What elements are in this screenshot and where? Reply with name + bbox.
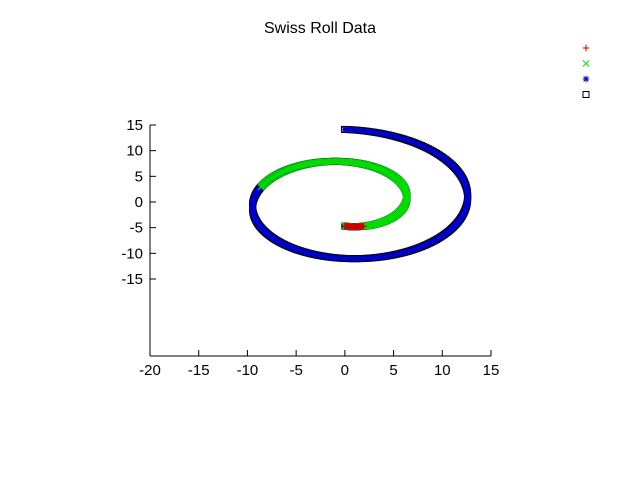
data-point-asterisk [423,144,431,152]
data-point-asterisk [418,142,425,149]
data-point-asterisk [418,243,425,250]
x-tick-label: 5 [389,362,397,379]
data-point-asterisk [294,246,301,254]
y-tick-label: 10 [126,143,143,160]
data-point-asterisk [409,138,416,146]
y-tick-label: 5 [135,168,143,185]
data-point-asterisk [394,134,402,141]
data-point-asterisk [414,140,422,148]
data-point-asterisk [411,246,418,253]
data-point-asterisk [412,140,420,147]
data-point-asterisk [414,244,422,252]
data-point-asterisk [402,248,410,256]
legend-marker-asterisk [582,75,590,83]
data-point-asterisk [281,241,288,248]
data-point-asterisk [422,241,430,248]
data-point-asterisk [295,247,303,254]
data-point-asterisk [341,126,348,133]
data-point-plus [360,223,367,230]
x-ticks: -20 -15 -10 -5 0 5 10 15 [139,350,499,379]
data-point-asterisk [388,132,395,139]
x-tick-label: -5 [289,362,302,379]
data-point-asterisk [408,247,415,254]
data-point-asterisk [426,240,433,247]
data-point-asterisk [405,137,412,144]
data-point-asterisk [288,244,295,251]
data-point-cross [257,183,265,191]
data-point-asterisk [289,245,297,252]
data-point-asterisk [285,243,292,250]
data-point-asterisk [398,135,406,142]
data-point-asterisk [419,242,427,250]
data-point-asterisk [421,242,428,249]
data-point-asterisk [403,136,410,143]
data-point-asterisk [430,148,437,155]
data-point-asterisk [427,146,434,154]
data-point-asterisk [416,244,423,251]
y-tick-label: 15 [126,117,143,134]
data-point-asterisk [407,137,414,145]
x-tick-label: -10 [237,362,259,379]
data-point-asterisk [425,145,432,153]
data-point-asterisk [283,242,291,250]
chart-title: Swiss Roll Data [264,20,376,37]
legend-marker-cross [582,59,590,68]
data-point-asterisk [400,135,408,143]
x-tick-label: 10 [434,362,451,379]
data-point-asterisk [420,143,427,150]
data-point-asterisk [409,246,417,253]
y-tick-label: 0 [135,194,143,211]
legend-marker-square [582,91,590,98]
data-point-asterisk [286,243,294,251]
data-point-asterisk [413,245,420,252]
x-tick-label: 15 [483,362,500,379]
data-point-asterisk [421,144,429,151]
data-point-asterisk [396,134,404,142]
y-tick-label: -15 [121,271,143,288]
data-point-asterisk [428,147,436,154]
y-tick-label: -5 [130,220,143,237]
legend-marker-plus [582,44,590,52]
y-tick-label: -10 [121,245,143,262]
data-point-asterisk [390,132,397,140]
x-tick-label: -20 [139,362,161,379]
legend [582,44,590,98]
data-points [249,125,472,263]
x-tick-label: -15 [188,362,210,379]
x-tick-label: 0 [341,362,349,379]
data-point-asterisk [427,239,434,246]
y-ticks: 15 10 5 0 -5 -10 -15 [121,117,156,288]
data-point-asterisk [416,141,423,149]
data-point-asterisk [404,248,411,255]
axes [149,125,491,357]
data-point-asterisk [292,246,300,253]
data-point-asterisk [282,242,290,249]
data-point-asterisk [392,133,399,140]
data-point-asterisk [410,139,418,146]
data-point-asterisk [424,240,431,248]
data-point-asterisk [291,245,298,252]
data-point-asterisk [406,247,413,255]
